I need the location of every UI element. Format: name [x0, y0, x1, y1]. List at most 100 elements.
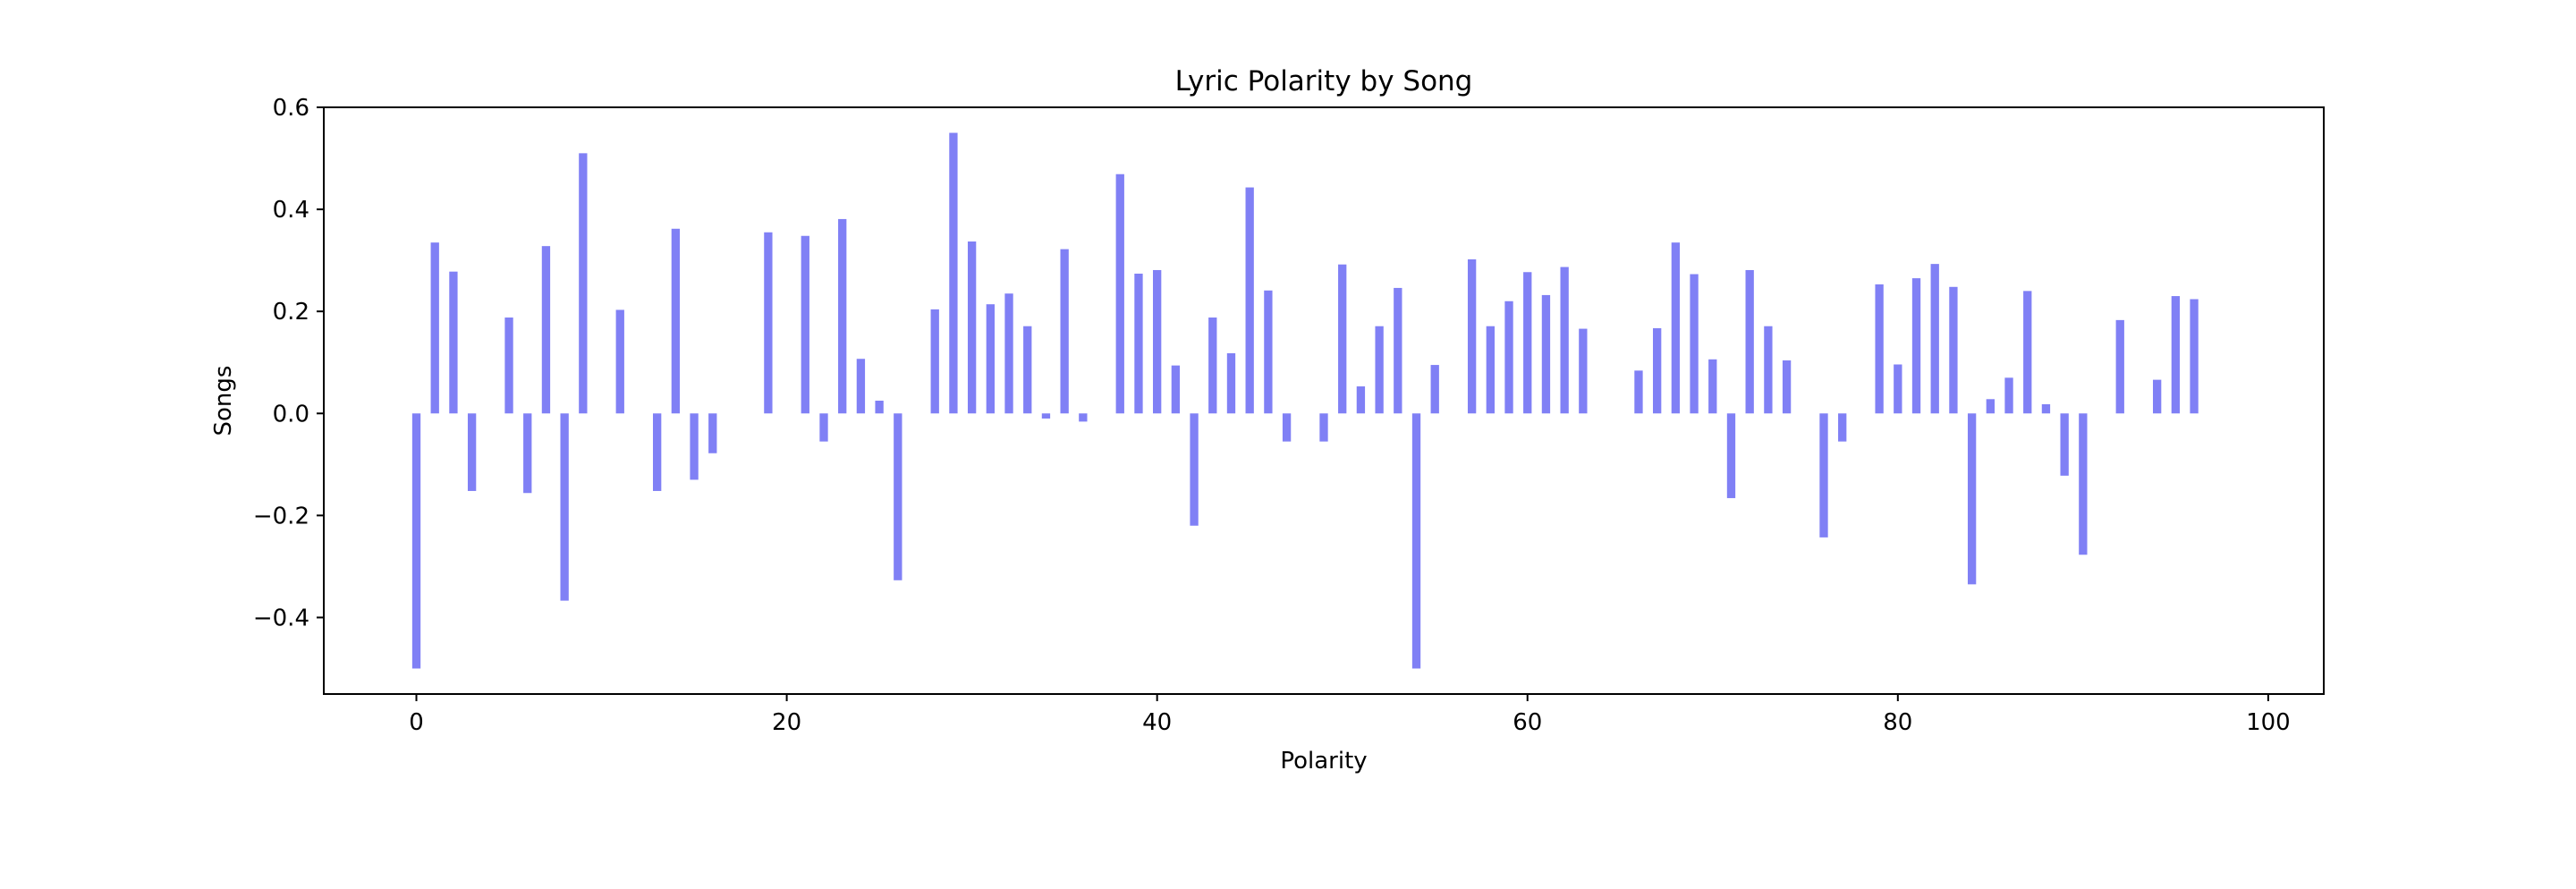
- bar-1: [430, 242, 439, 414]
- bar-83: [1949, 286, 1958, 414]
- bar-9: [579, 153, 588, 414]
- bar-72: [1745, 269, 1754, 414]
- bar-2: [449, 271, 458, 414]
- bar-11: [615, 309, 624, 414]
- y-axis-label: Songs: [210, 366, 237, 436]
- bar-3: [467, 413, 477, 491]
- bar-15: [690, 413, 699, 480]
- chart-title: Lyric Polarity by Song: [1175, 65, 1473, 97]
- bar-90: [2079, 413, 2088, 555]
- bar-31: [986, 304, 995, 414]
- bar-94: [2153, 379, 2162, 414]
- bar-23: [838, 218, 847, 414]
- bar-60: [1523, 272, 1532, 414]
- y-tick-label: 0.0: [273, 401, 309, 428]
- bar-14: [671, 228, 681, 414]
- bar-16: [708, 413, 717, 453]
- bar-76: [1819, 413, 1828, 538]
- bar-7: [541, 246, 551, 414]
- bar-85: [1986, 399, 1995, 414]
- y-tick-label: 0.2: [273, 299, 309, 326]
- bar-6: [523, 413, 532, 494]
- bar-44: [1226, 352, 1236, 414]
- y-axis: −0.4 −0.2 0.0 0.2 0.4 0.6: [253, 95, 324, 631]
- bar-42: [1190, 413, 1199, 526]
- bar-24: [856, 359, 866, 414]
- x-tick-label: 100: [2246, 709, 2291, 736]
- x-tick-label: 40: [1142, 709, 1172, 736]
- bar-82: [1930, 264, 1939, 414]
- bar-77: [1838, 413, 1847, 442]
- bar-86: [2004, 377, 2013, 414]
- bar-41: [1171, 365, 1181, 414]
- bar-81: [1911, 278, 1921, 414]
- bar-68: [1671, 242, 1681, 414]
- x-tick-label: 60: [1513, 709, 1542, 736]
- y-tick-label: 0.6: [273, 95, 309, 122]
- bar-46: [1264, 290, 1273, 414]
- bar-55: [1430, 365, 1439, 414]
- bar-66: [1634, 370, 1643, 414]
- bar-59: [1504, 301, 1513, 414]
- bar-58: [1486, 326, 1495, 414]
- bar-57: [1467, 258, 1477, 414]
- x-tick-label: 20: [772, 709, 801, 736]
- bar-25: [875, 401, 884, 414]
- bar-96: [2190, 299, 2199, 414]
- plot-frame: [323, 106, 2325, 695]
- bar-30: [967, 241, 977, 414]
- bar-21: [801, 235, 809, 414]
- bar-40: [1153, 269, 1162, 414]
- bar-87: [2023, 291, 2032, 414]
- bar-19: [764, 232, 773, 414]
- bar-0: [411, 413, 421, 669]
- bar-80: [1894, 364, 1902, 414]
- x-tick-label: 0: [409, 709, 424, 736]
- bar-89: [2060, 413, 2069, 476]
- bar-95: [2171, 296, 2181, 414]
- bar-5: [504, 318, 513, 414]
- x-axis: 0 20 40 60 80 100: [409, 694, 2291, 736]
- bar-69: [1690, 274, 1699, 414]
- bar-28: [930, 309, 939, 414]
- bar-39: [1134, 273, 1143, 414]
- bars-layer: [411, 132, 2199, 669]
- bar-32: [1004, 293, 1013, 414]
- bar-50: [1338, 264, 1347, 414]
- y-tick-label: −0.4: [253, 605, 309, 631]
- bar-79: [1875, 284, 1884, 414]
- bar-54: [1411, 413, 1421, 669]
- bar-49: [1319, 413, 1328, 442]
- bar-8: [560, 413, 569, 601]
- bar-88: [2041, 403, 2051, 414]
- bar-74: [1782, 360, 1792, 414]
- x-tick-label: 80: [1883, 709, 1912, 736]
- bar-67: [1653, 327, 1662, 414]
- bar-71: [1726, 413, 1736, 498]
- bar-45: [1245, 187, 1254, 414]
- y-tick-label: 0.4: [273, 197, 309, 224]
- bar-33: [1023, 326, 1032, 414]
- bar-70: [1708, 359, 1717, 414]
- bar-51: [1356, 386, 1366, 414]
- bar-52: [1375, 326, 1384, 414]
- bar-84: [1967, 413, 1977, 585]
- bar-38: [1115, 174, 1124, 414]
- bar-47: [1282, 413, 1292, 442]
- bar-73: [1764, 326, 1773, 414]
- bar-53: [1394, 287, 1402, 414]
- x-axis-label: Polarity: [1280, 748, 1367, 775]
- bar-35: [1060, 249, 1069, 414]
- bar-92: [2115, 319, 2124, 414]
- bar-26: [894, 413, 902, 580]
- bar-13: [653, 413, 662, 491]
- bar-22: [819, 413, 828, 442]
- bar-43: [1208, 318, 1217, 414]
- bar-61: [1541, 294, 1551, 414]
- bar-63: [1579, 328, 1588, 414]
- bar-62: [1560, 267, 1569, 414]
- bar-34: [1041, 413, 1051, 419]
